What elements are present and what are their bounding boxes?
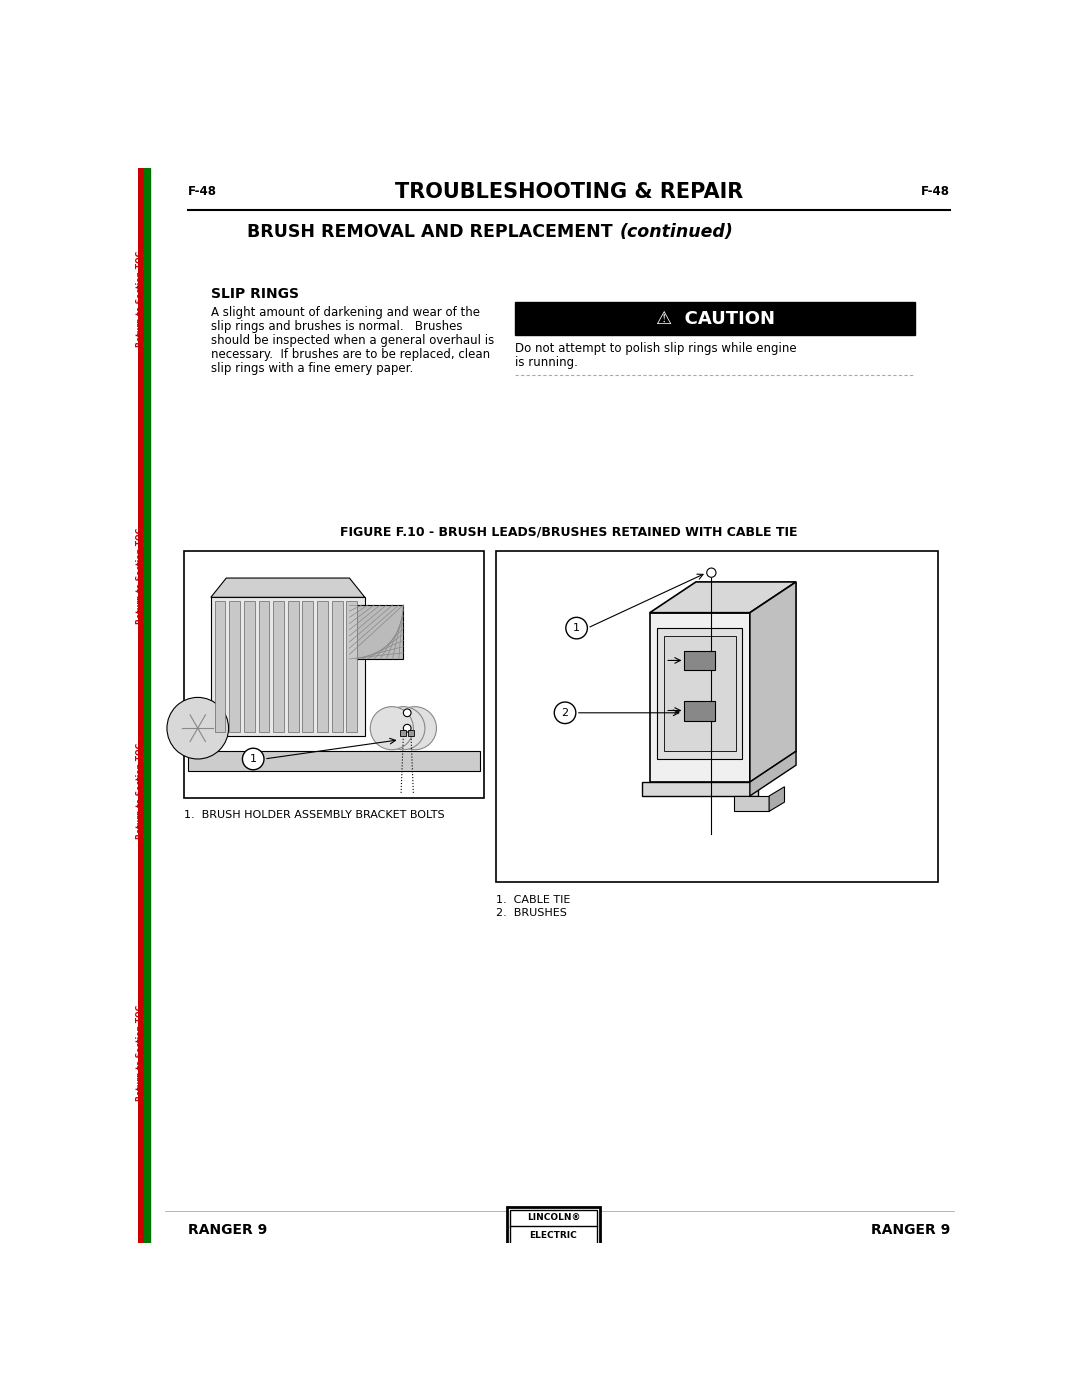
Text: 2.  BRUSHES: 2. BRUSHES	[496, 908, 567, 918]
Polygon shape	[750, 583, 796, 782]
Circle shape	[554, 703, 576, 724]
Polygon shape	[650, 583, 796, 613]
Text: Return to Section TOC: Return to Section TOC	[136, 1004, 146, 1101]
Polygon shape	[750, 752, 796, 796]
Bar	[211, 598, 365, 736]
Circle shape	[403, 708, 411, 717]
Text: TROUBLESHOOTING & REPAIR: TROUBLESHOOTING & REPAIR	[395, 182, 743, 201]
Bar	[138, 168, 144, 1243]
Bar	[511, 1210, 596, 1245]
Text: necessary.  If brushes are to be replaced, clean: necessary. If brushes are to be replaced…	[211, 348, 490, 360]
Bar	[244, 601, 255, 732]
Text: RANGER 9: RANGER 9	[870, 1222, 950, 1236]
Bar	[496, 550, 939, 882]
Bar	[215, 601, 226, 732]
Text: Return to Master TOC: Return to Master TOC	[144, 251, 153, 345]
Text: Return to Master TOC: Return to Master TOC	[144, 528, 153, 623]
Text: Return to Section TOC: Return to Section TOC	[136, 250, 146, 346]
Text: Return to Section TOC: Return to Section TOC	[136, 528, 146, 624]
Circle shape	[566, 617, 588, 638]
Text: ⚠  CAUTION: ⚠ CAUTION	[656, 310, 774, 327]
Bar	[184, 550, 484, 798]
Text: 2: 2	[562, 708, 568, 718]
Circle shape	[393, 707, 436, 750]
Bar	[401, 729, 406, 736]
Bar	[347, 601, 357, 732]
Text: should be inspected when a general overhaul is: should be inspected when a general overh…	[211, 334, 494, 346]
Circle shape	[706, 569, 716, 577]
Text: Do not attempt to polish slip rings while engine: Do not attempt to polish slip rings whil…	[515, 342, 797, 355]
Text: Return to Master TOC: Return to Master TOC	[144, 745, 153, 838]
Bar	[288, 601, 299, 732]
Text: ELECTRIC: ELECTRIC	[529, 1232, 578, 1241]
Bar	[350, 605, 403, 659]
Bar	[332, 601, 342, 732]
Bar	[302, 601, 313, 732]
Bar	[144, 168, 150, 1243]
Bar	[273, 601, 284, 732]
Text: Return to Master TOC: Return to Master TOC	[144, 1006, 153, 1101]
Text: RANGER 9: RANGER 9	[188, 1222, 267, 1236]
Bar	[258, 601, 269, 732]
Text: F-48: F-48	[921, 184, 950, 197]
Text: 1.  BRUSH HOLDER ASSEMBLY BRACKET BOLTS: 1. BRUSH HOLDER ASSEMBLY BRACKET BOLTS	[184, 810, 445, 820]
Bar	[663, 636, 735, 752]
Bar	[515, 302, 916, 335]
Text: slip rings with a fine emery paper.: slip rings with a fine emery paper.	[211, 362, 413, 374]
Polygon shape	[769, 787, 784, 812]
Bar	[685, 651, 715, 671]
Text: (continued): (continued)	[620, 224, 733, 242]
Bar	[229, 601, 240, 732]
Polygon shape	[211, 578, 365, 598]
Text: Return to Section TOC: Return to Section TOC	[136, 743, 146, 840]
Bar	[650, 613, 750, 782]
Bar	[318, 601, 328, 732]
Circle shape	[167, 697, 229, 759]
Bar	[658, 629, 742, 759]
Circle shape	[382, 707, 424, 750]
Text: BRUSH REMOVAL AND REPLACEMENT: BRUSH REMOVAL AND REPLACEMENT	[247, 224, 613, 242]
Text: F-48: F-48	[188, 184, 217, 197]
Bar	[734, 796, 769, 812]
Circle shape	[370, 707, 414, 750]
Text: 1: 1	[573, 623, 580, 633]
Circle shape	[242, 749, 264, 770]
Text: A slight amount of darkening and wear of the: A slight amount of darkening and wear of…	[211, 306, 480, 320]
Text: FIGURE F.10 - BRUSH LEADS/BRUSHES RETAINED WITH CABLE TIE: FIGURE F.10 - BRUSH LEADS/BRUSHES RETAIN…	[340, 525, 798, 539]
Bar	[408, 729, 414, 736]
Text: 1.  CABLE TIE: 1. CABLE TIE	[496, 894, 570, 904]
Text: slip rings and brushes is normal.   Brushes: slip rings and brushes is normal. Brushe…	[211, 320, 462, 332]
Circle shape	[403, 725, 411, 732]
Bar	[188, 752, 481, 771]
Bar	[642, 782, 757, 796]
Bar	[685, 701, 715, 721]
Text: LINCOLN®: LINCOLN®	[527, 1213, 580, 1221]
Bar	[508, 1207, 599, 1248]
Text: is running.: is running.	[515, 355, 578, 369]
Text: SLIP RINGS: SLIP RINGS	[211, 286, 299, 300]
Text: 1: 1	[249, 754, 257, 764]
